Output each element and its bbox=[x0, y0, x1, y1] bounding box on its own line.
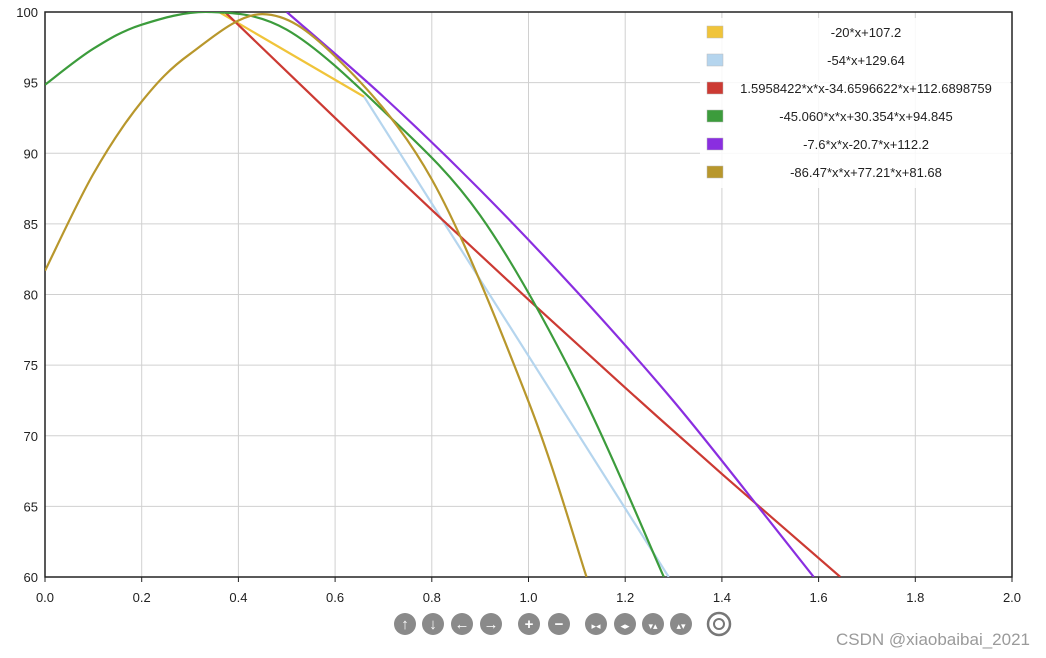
series-group bbox=[45, 12, 842, 577]
legend-swatch bbox=[706, 53, 724, 67]
svg-text:▴▾: ▴▾ bbox=[676, 621, 686, 631]
svg-text:▾▴: ▾▴ bbox=[648, 621, 658, 631]
y-tick-label: 95 bbox=[24, 76, 38, 91]
x-tick-label: 0.8 bbox=[423, 590, 441, 605]
legend: -20*x+107.2 -54*x+129.64 1.5958422*x*x-34.… bbox=[700, 18, 1010, 188]
legend-label: -86.47*x*x+77.21*x+81.68 bbox=[790, 165, 942, 180]
svg-text:−: − bbox=[555, 616, 564, 633]
svg-text:▸◂: ▸◂ bbox=[591, 621, 601, 631]
x-tick-label: 1.8 bbox=[906, 590, 924, 605]
zoom-x-in-icon[interactable]: ▸◂ bbox=[585, 613, 607, 635]
svg-text:→: → bbox=[484, 616, 499, 633]
line-chart: 0.0 0.2 0.4 0.6 0.8 1.0 1.2 1.4 1.6 1.8 2.0 60 65 70 7… bbox=[16, 5, 1021, 605]
y-tick-label: 90 bbox=[24, 146, 38, 161]
legend-swatch bbox=[706, 25, 724, 39]
y-tick-label: 60 bbox=[24, 570, 38, 585]
legend-label: -7.6*x*x-20.7*x+112.2 bbox=[803, 137, 929, 152]
watermark: CSDN @xiaobaibai_2021 bbox=[836, 630, 1030, 649]
x-tick-label: 0.2 bbox=[133, 590, 151, 605]
legend-swatch bbox=[706, 109, 724, 123]
series-line-4 bbox=[45, 12, 665, 577]
pan-right-icon[interactable]: → bbox=[480, 613, 502, 635]
x-tick-label: 0.0 bbox=[36, 590, 54, 605]
legend-label: -20*x+107.2 bbox=[831, 25, 901, 40]
x-tick-label: 1.4 bbox=[713, 590, 731, 605]
svg-text:+: + bbox=[525, 616, 534, 633]
pan-left-icon[interactable]: ← bbox=[451, 613, 473, 635]
y-tick-label: 75 bbox=[24, 358, 38, 373]
x-tick-label: 0.4 bbox=[229, 590, 247, 605]
legend-swatch bbox=[706, 137, 724, 151]
zoom-in-icon[interactable]: + bbox=[518, 613, 540, 635]
x-tick-label: 1.6 bbox=[810, 590, 828, 605]
chart-navigation-controls: ↑ ↓ ← → + − ▸◂ ◂▸ ▾▴ ▴▾ bbox=[394, 611, 732, 637]
x-tick-label: 2.0 bbox=[1003, 590, 1021, 605]
y-tick-label: 65 bbox=[24, 499, 38, 514]
series-line-6 bbox=[45, 13, 588, 577]
legend-background bbox=[700, 18, 1010, 188]
reset-icon[interactable] bbox=[706, 611, 732, 637]
zoom-out-icon[interactable]: − bbox=[548, 613, 570, 635]
series-line-3 bbox=[223, 12, 842, 577]
zoom-x-out-icon[interactable]: ◂▸ bbox=[614, 613, 636, 635]
y-tick-label: 85 bbox=[24, 217, 38, 232]
series-line-1 bbox=[218, 12, 365, 98]
x-tick-label: 1.0 bbox=[519, 590, 537, 605]
pan-down-icon[interactable]: ↓ bbox=[422, 613, 444, 635]
svg-text:◂▸: ◂▸ bbox=[620, 621, 630, 631]
legend-label: -54*x+129.64 bbox=[827, 53, 905, 68]
x-tick-label: 0.6 bbox=[326, 590, 344, 605]
x-tick-label: 1.2 bbox=[616, 590, 634, 605]
series-line-5 bbox=[286, 12, 815, 577]
zoom-y-out-icon[interactable]: ▴▾ bbox=[670, 613, 692, 635]
legend-label: 1.5958422*x*x-34.6596622*x+112.6898759 bbox=[740, 81, 992, 96]
y-tick-label: 100 bbox=[16, 5, 38, 20]
legend-swatch bbox=[706, 165, 724, 179]
svg-text:↑: ↑ bbox=[401, 616, 409, 633]
y-tick-label: 70 bbox=[24, 429, 38, 444]
svg-text:←: ← bbox=[455, 616, 470, 633]
y-tick-label: 80 bbox=[24, 288, 38, 303]
legend-swatch bbox=[706, 81, 724, 95]
zoom-y-in-icon[interactable]: ▾▴ bbox=[642, 613, 664, 635]
legend-label: -45.060*x*x+30.354*x+94.845 bbox=[779, 109, 952, 124]
svg-text:↓: ↓ bbox=[429, 616, 437, 633]
series-line-2 bbox=[363, 96, 670, 577]
pan-up-icon[interactable]: ↑ bbox=[394, 613, 416, 635]
